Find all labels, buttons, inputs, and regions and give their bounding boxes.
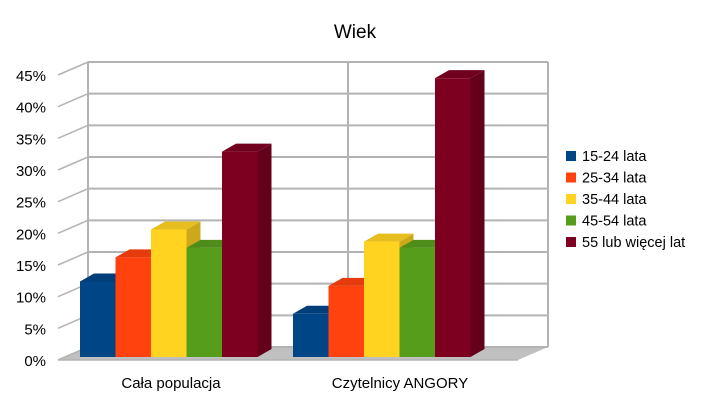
y-tick-label: 20% — [16, 226, 46, 243]
bar-front — [222, 151, 258, 357]
bar-front — [115, 257, 151, 357]
y-tick-label: 25% — [16, 195, 46, 212]
legend-swatch — [566, 172, 576, 183]
gridline-side — [57, 124, 89, 140]
bar-side — [257, 143, 272, 357]
y-tick-label: 45% — [16, 68, 46, 85]
bar — [222, 143, 272, 357]
legend-label: 45-54 lata — [582, 214, 647, 230]
gridline-side — [57, 156, 89, 171]
bar-front — [151, 229, 187, 357]
legend-item: 25-34 lata — [566, 171, 647, 187]
bar-top — [364, 233, 414, 242]
bar — [435, 70, 485, 358]
legend-item: 15-24 lata — [566, 149, 647, 165]
y-tick-label: 35% — [16, 131, 46, 148]
legend-swatch — [566, 215, 576, 226]
legend-swatch — [566, 151, 576, 161]
y-tick-label: 30% — [16, 163, 46, 180]
legend-item: 45-54 lata — [566, 214, 647, 230]
bar-top — [435, 70, 485, 79]
x-tick-label: Cała populacja — [121, 375, 221, 392]
bar-front — [364, 241, 400, 357]
x-tick-label: Czytelnicy ANGORY — [332, 375, 468, 392]
bar-front — [435, 78, 471, 358]
gridline-side — [57, 187, 89, 203]
y-tick-label: 10% — [16, 290, 46, 307]
y-tick-label: 15% — [16, 258, 46, 275]
legend-label: 15-24 lata — [582, 149, 647, 165]
gridline-side — [57, 251, 89, 266]
y-tick-label: 5% — [24, 321, 46, 338]
bar-top — [151, 221, 201, 230]
gridline-side — [57, 92, 89, 108]
y-tick-label: 40% — [16, 100, 46, 117]
legend-item: 35-44 lata — [566, 192, 647, 208]
legend-label: 55 lub więcej lat — [582, 235, 685, 251]
gridline-side — [57, 219, 89, 235]
legend-label: 35-44 lata — [582, 192, 647, 208]
bar-front — [80, 281, 116, 357]
bar-front — [293, 313, 329, 357]
y-tick-label: 0% — [24, 353, 46, 370]
bar-top — [222, 143, 272, 152]
legend-swatch — [566, 237, 576, 247]
legend-label: 25-34 lata — [582, 171, 647, 187]
bar-front — [399, 247, 435, 357]
legend-item: 55 lub więcej lat — [566, 235, 685, 251]
legend-swatch — [566, 194, 576, 204]
bar-side — [470, 70, 485, 358]
bar-front — [186, 247, 222, 357]
bar-front — [328, 285, 364, 357]
gridline-side — [57, 61, 89, 76]
chart-title: Wiek — [334, 22, 377, 43]
